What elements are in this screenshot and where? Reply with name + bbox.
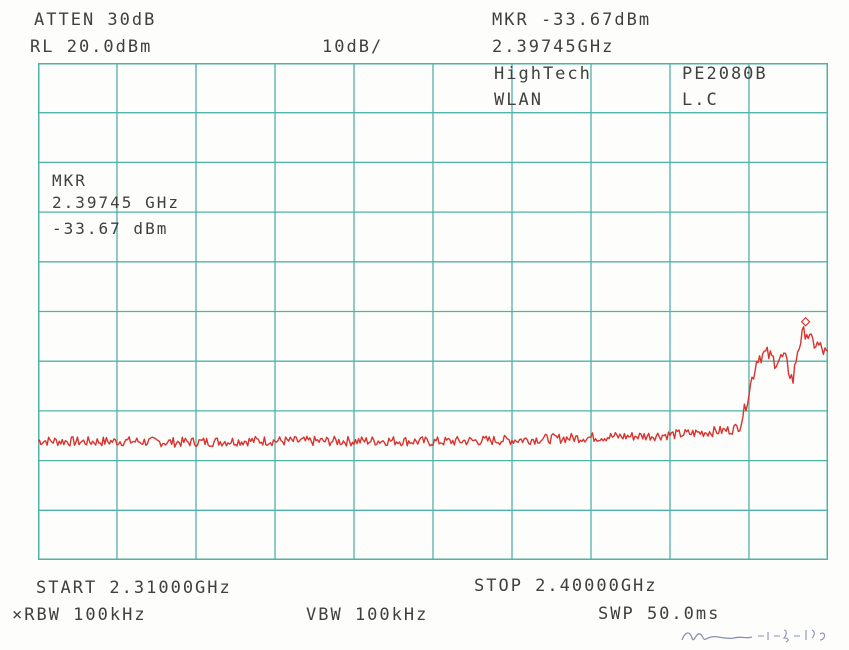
vbw-label: VBW 100kHz xyxy=(306,605,429,625)
channel-label: L.C xyxy=(682,90,719,110)
rbw-label: ×RBW 100kHz xyxy=(12,605,147,625)
marker-box-level: -33.67 dBm xyxy=(52,219,169,238)
sweep-label: SWP 50.0ms xyxy=(598,604,721,624)
ref-level-label: RL 20.0dBm xyxy=(30,37,153,57)
marker-freq-header: 2.39745GHz xyxy=(492,37,615,57)
spectrum-plot xyxy=(38,63,828,560)
marker-box-label: MKR xyxy=(52,171,87,190)
model-label: PE2080B xyxy=(682,64,768,84)
marker-diamond-icon xyxy=(800,316,811,327)
marker-level-header: MKR -33.67dBm xyxy=(492,10,652,30)
marker-diamond xyxy=(800,316,811,327)
spectrum-plot-svg xyxy=(38,63,828,560)
band-label: WLAN xyxy=(494,90,543,110)
start-freq-label: START 2.31000GHz xyxy=(36,578,232,598)
marker-box-freq: 2.39745 GHz xyxy=(52,193,180,212)
graticule xyxy=(38,63,828,560)
stop-freq-label: STOP 2.40000GHz xyxy=(474,576,658,596)
atten-label: ATTEN 30dB xyxy=(34,10,157,30)
spectrum-trace xyxy=(38,326,828,448)
scale-label: 10dB/ xyxy=(322,37,384,57)
company-label: HighTech xyxy=(494,64,592,84)
handwritten-signature xyxy=(681,629,826,643)
